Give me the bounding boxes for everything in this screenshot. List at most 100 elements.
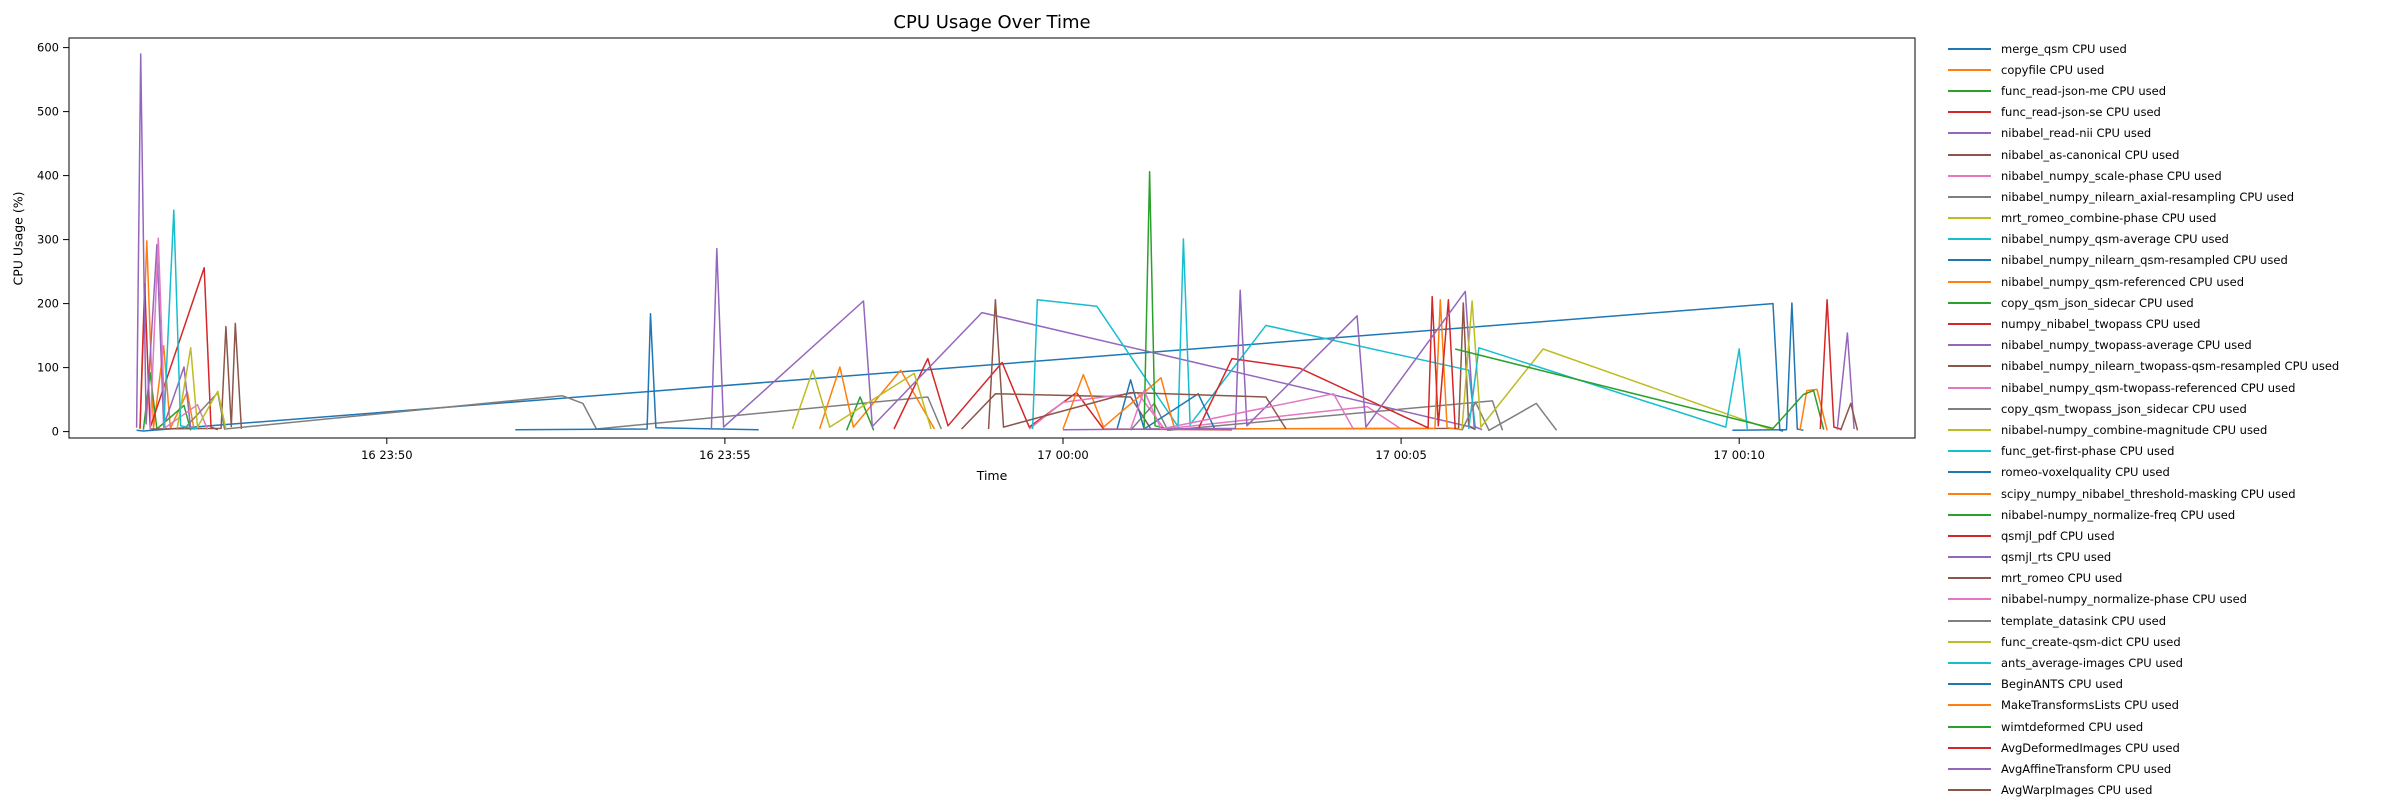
legend-label: nibabel-numpy_combine-magnitude CPU used xyxy=(2001,422,2268,437)
legend-line-swatch xyxy=(1948,577,1991,580)
legend-line-swatch xyxy=(1948,344,1991,347)
series-line xyxy=(150,322,243,430)
legend-item: func_read-json-se CPU used xyxy=(1948,102,2400,123)
series-line xyxy=(149,237,209,430)
legend-line-swatch xyxy=(1948,513,1991,516)
y-tick-label: 100 xyxy=(37,361,59,375)
legend-item: mrt_romeo_combine-phase CPU used xyxy=(1948,208,2400,229)
legend-item: merge_qsm CPU used xyxy=(1948,38,2400,59)
legend-line-swatch xyxy=(1948,365,1991,368)
series-line xyxy=(987,299,1287,430)
legend-item: AvgWarpImages CPU used xyxy=(1948,780,2400,801)
legend-line-swatch xyxy=(1948,619,1991,622)
y-tick-label: 0 xyxy=(52,425,59,439)
legend-line-swatch xyxy=(1948,89,1991,92)
legend-item: romeo-voxelquality CPU used xyxy=(1948,462,2400,483)
legend-item: copyfile CPU used xyxy=(1948,59,2400,80)
legend-item: func_read-json-me CPU used xyxy=(1948,80,2400,101)
legend-label: qsmjl_pdf CPU used xyxy=(2001,528,2115,543)
legend-item: AvgDeformedImages CPU used xyxy=(1948,737,2400,758)
x-tick-label: 17 00:10 xyxy=(1713,448,1764,462)
x-tick-label: 16 23:55 xyxy=(699,448,750,462)
legend-item: nibabel_numpy_qsm-average CPU used xyxy=(1948,229,2400,250)
series-line xyxy=(1031,238,1477,430)
x-tick-label: 17 00:00 xyxy=(1037,448,1088,462)
legend-line-swatch xyxy=(1948,280,1991,283)
series-line xyxy=(1143,171,1168,430)
legend-label: numpy_nibabel_twopass CPU used xyxy=(2001,317,2201,332)
series-line xyxy=(1839,402,1859,431)
legend-label: func_create-qsm-dict CPU used xyxy=(2001,634,2181,649)
legend-line-swatch xyxy=(1948,746,1991,749)
legend-item: BeginANTS CPU used xyxy=(1948,674,2400,695)
x-axis-label: Time xyxy=(976,468,1008,483)
legend-label: nibabel-numpy_normalize-freq CPU used xyxy=(2001,507,2236,522)
series-line xyxy=(791,369,932,430)
legend-line-swatch xyxy=(1948,767,1991,770)
legend-item: scipy_numpy_nibabel_threshold-masking CP… xyxy=(1948,483,2400,504)
legend-item: copy_qsm_json_sidecar CPU used xyxy=(1948,292,2400,313)
legend-line-swatch xyxy=(1948,259,1991,262)
legend-item: nibabel_numpy_nilearn_axial-resampling C… xyxy=(1948,186,2400,207)
x-tick-label: 16 23:50 xyxy=(361,448,412,462)
legend-label: nibabel_numpy_nilearn_twopass-qsm-resamp… xyxy=(2001,359,2340,374)
legend-label: func_read-json-se CPU used xyxy=(2001,105,2161,120)
legend-label: ants_average-images CPU used xyxy=(2001,656,2183,671)
series-line xyxy=(1732,302,1804,432)
legend-item: nibabel-numpy_normalize-freq CPU used xyxy=(1948,504,2400,525)
legend-line-swatch xyxy=(1948,556,1991,559)
legend-label: nibabel-numpy_normalize-phase CPU used xyxy=(2001,592,2247,607)
legend-item: nibabel-numpy_normalize-phase CPU used xyxy=(1948,589,2400,610)
legend-label: func_read-json-me CPU used xyxy=(2001,83,2167,98)
legend-label: merge_qsm CPU used xyxy=(2001,41,2127,56)
legend-item: ants_average-images CPU used xyxy=(1948,652,2400,673)
legend-line-swatch xyxy=(1948,534,1991,537)
series-line xyxy=(845,396,875,431)
legend-line-swatch xyxy=(1948,704,1991,707)
series-line xyxy=(1116,379,1216,431)
legend-item: AvgAffineTransform CPU used xyxy=(1948,758,2400,779)
legend-item: copy_qsm_twopass_json_sidecar CPU used xyxy=(1948,398,2400,419)
legend-label: nibabel_numpy_nilearn_qsm-resampled CPU … xyxy=(2001,253,2288,268)
legend: merge_qsm CPU used copyfile CPU used func_… xyxy=(1948,38,2400,800)
series-line xyxy=(1461,401,1558,432)
series-line xyxy=(1461,300,1774,431)
legend-line-swatch xyxy=(1948,195,1991,198)
legend-item: qsmjl_rts CPU used xyxy=(1948,547,2400,568)
series-line xyxy=(1130,400,1504,432)
legend-line-swatch xyxy=(1948,598,1991,601)
series-line xyxy=(162,209,198,430)
legend-item: nibabel_numpy_nilearn_twopass-qsm-resamp… xyxy=(1948,356,2400,377)
y-tick-label: 500 xyxy=(37,105,59,119)
legend-line-swatch xyxy=(1948,153,1991,156)
y-tick-label: 400 xyxy=(37,169,59,183)
legend-item: nibabel_numpy_qsm-twopass-referenced CPU… xyxy=(1948,377,2400,398)
series-line xyxy=(1028,391,1402,430)
legend-item: nibabel_read-nii CPU used xyxy=(1948,123,2400,144)
legend-line-swatch xyxy=(1948,662,1991,665)
legend-label: mrt_romeo CPU used xyxy=(2001,571,2123,586)
legend-line-swatch xyxy=(1948,238,1991,241)
legend-line-swatch xyxy=(1948,789,1991,792)
legend-label: AvgAffineTransform CPU used xyxy=(2001,761,2172,776)
legend-item: func_create-qsm-dict CPU used xyxy=(1948,631,2400,652)
legend-label: AvgDeformedImages CPU used xyxy=(2001,740,2180,755)
legend-item: nibabel_numpy_nilearn_qsm-resampled CPU … xyxy=(1948,250,2400,271)
legend-line-swatch xyxy=(1948,428,1991,431)
legend-line-swatch xyxy=(1948,217,1991,220)
series-line xyxy=(135,53,192,430)
chart-title: CPU Usage Over Time xyxy=(893,12,1091,33)
legend-item: qsmjl_pdf CPU used xyxy=(1948,525,2400,546)
legend-line-swatch xyxy=(1948,174,1991,177)
legend-item: wimtdeformed CPU used xyxy=(1948,716,2400,737)
legend-item: func_get-first-phase CPU used xyxy=(1948,441,2400,462)
legend-line-swatch xyxy=(1948,640,1991,643)
legend-item: nibabel_numpy_twopass-average CPU used xyxy=(1948,335,2400,356)
plot-border xyxy=(68,37,1916,439)
legend-label: wimtdeformed CPU used xyxy=(2001,719,2144,734)
legend-line-swatch xyxy=(1948,323,1991,326)
series-line xyxy=(1062,289,1483,431)
legend-item: numpy_nibabel_twopass CPU used xyxy=(1948,313,2400,334)
series-line xyxy=(1836,332,1855,430)
